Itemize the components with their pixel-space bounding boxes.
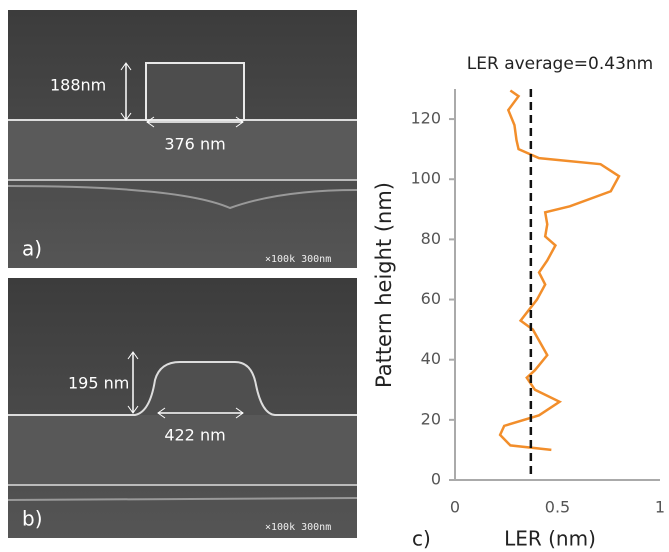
scale-label: ×100k 300nm [265,254,331,265]
y-axis-label: Pattern height (nm) [372,182,396,388]
x-axis-label: LER (nm) [504,527,596,551]
ler-line [498,89,621,452]
y-tick-label: 100 [410,169,441,188]
y-tick-label: 80 [421,229,441,248]
width-label: 422 nm [164,426,225,445]
y-tick-label: 40 [421,349,441,368]
y-tick-label: 120 [410,109,441,128]
y-tick-label: 0 [431,470,441,489]
panel-label: a) [22,237,42,261]
sem-image-a: 188nm 376 nm a) ×100k 300nm [7,10,358,268]
sem-image-b: 195 nm 422 nm b) ×100k 300nm [7,278,358,538]
height-label: 195 nm [68,374,129,393]
panel-label: b) [22,507,43,531]
width-label: 376 nm [164,135,225,154]
y-tick-label: 20 [421,409,441,428]
panel-label: c) [412,527,431,551]
chart-title: LER average=0.43nm [467,54,653,74]
x-tick-label: 0 [450,498,460,517]
height-label: 188nm [50,76,106,95]
scale-label: ×100k 300nm [265,522,331,533]
x-tick-label: 1 [655,498,665,517]
x-tick-label: 0.5 [545,498,570,517]
chart: LER average=0.43nm Pattern height (nm) L… [372,54,665,551]
y-tick-label: 60 [421,289,441,308]
